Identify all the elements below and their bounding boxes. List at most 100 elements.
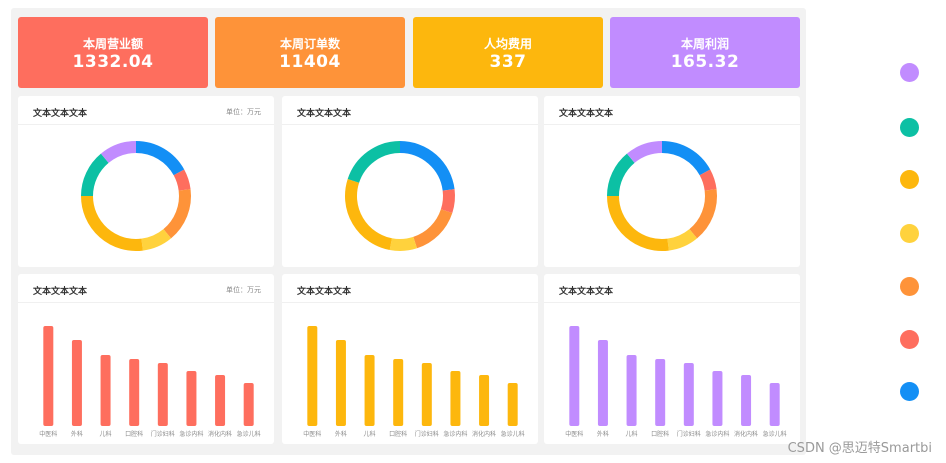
donut-slice[interactable] [607,153,635,197]
card-divider [18,124,274,125]
donut-slice[interactable] [345,179,393,251]
legend-dot [900,277,919,296]
x-tick-label: 中医科 [565,430,583,438]
bar[interactable] [712,371,723,426]
donut-slice[interactable] [412,208,453,249]
x-tick-label: 急诊内科 [443,430,467,438]
kpi-label: 人均费用 [483,37,532,51]
kpi-value: 11404 [279,52,341,72]
bar[interactable] [157,363,168,426]
bar[interactable] [569,326,580,426]
x-tick-label: 门诊妇科 [415,430,439,438]
donut-slice[interactable] [100,141,137,164]
donut-slice[interactable] [399,141,455,191]
card-divider [544,124,800,125]
card-title: 文本文本文本 [559,287,614,297]
donut-chart [345,141,455,251]
donut-slice[interactable] [81,153,109,197]
legend-dot [900,118,919,137]
x-tick-label: 外科 [597,430,609,438]
x-tick-label: 口腔科 [125,430,143,438]
donut-slice[interactable] [440,189,455,213]
card-divider [282,124,538,125]
bar[interactable] [71,340,82,426]
donut-chart [81,141,191,251]
kpi-value: 1332.04 [72,52,154,72]
bar[interactable] [335,340,346,426]
kpi-card-weekly-profit: 本周利润 165.32 [610,17,800,88]
card-unit: 单位：万元 [226,286,261,294]
watermark: CSDN @思迈特Smartbi [787,441,932,456]
bar[interactable] [364,355,375,426]
x-tick-label: 儿科 [364,430,376,438]
donut-slice[interactable] [163,189,191,239]
x-tick-label: 急诊儿科 [237,430,261,438]
card-title: 文本文本文本 [33,109,88,119]
donut-card: 文本文本文本 单位：万元 [18,96,274,267]
donut-slice[interactable] [699,169,717,191]
x-tick-label: 消化内科 [208,430,232,438]
bar-card: 文本文本文本 中医科 外科 儿科 口腔科 门诊妇科 急诊内科 消化内科 急诊儿科 [282,274,538,444]
bar[interactable] [769,383,780,426]
donut-chart [607,141,717,251]
bar[interactable] [307,326,318,426]
bar[interactable] [597,340,608,426]
card-divider [18,302,274,303]
x-tick-label: 儿科 [626,430,638,438]
donut-slice[interactable] [607,195,669,251]
kpi-label: 本周订单数 [279,37,340,51]
kpi-card-weekly-orders: 本周订单数 11404 [215,17,405,88]
donut-card: 文本文本文本 [282,96,538,267]
bar[interactable] [741,375,752,426]
donut-slice[interactable] [173,169,191,191]
legend-dot [900,330,919,349]
donut-slice[interactable] [661,141,711,176]
donut-slice[interactable] [389,236,417,251]
donut-slice[interactable] [667,228,698,251]
bar[interactable] [393,359,404,426]
legend-dot [900,63,919,82]
bar-chart: 中医科 外科 儿科 口腔科 门诊妇科 急诊内科 消化内科 急诊儿科 [39,326,261,438]
kpi-value: 165.32 [670,52,740,72]
x-tick-label: 中医科 [39,430,57,438]
bar[interactable] [100,355,111,426]
bar[interactable] [655,359,666,426]
x-tick-label: 外科 [335,430,347,438]
x-tick-label: 消化内科 [734,430,758,438]
kpi-label: 本周营业额 [82,37,143,51]
donut-slice[interactable] [141,228,172,251]
donut-slice[interactable] [135,141,185,176]
bar[interactable] [626,355,637,426]
x-tick-label: 急诊儿科 [501,430,525,438]
bar[interactable] [43,326,54,426]
legend-dot [900,382,919,401]
x-tick-label: 儿科 [100,430,112,438]
bar[interactable] [421,363,432,426]
bar[interactable] [450,371,461,426]
donut-slice[interactable] [626,141,663,164]
legend-dot [900,170,919,189]
bar[interactable] [479,375,490,426]
bar[interactable] [683,363,694,426]
bar-card: 文本文本文本 中医科 外科 儿科 口腔科 门诊妇科 急诊内科 消化内科 急诊儿科 [544,274,800,444]
bar[interactable] [507,383,518,426]
donut-slice[interactable] [689,189,717,239]
bar[interactable] [243,383,254,426]
x-tick-label: 门诊妇科 [151,430,175,438]
bar[interactable] [215,375,226,426]
donut-card: 文本文本文本 [544,96,800,267]
bar[interactable] [186,371,197,426]
x-tick-label: 外科 [71,430,83,438]
card-unit: 单位：万元 [226,108,261,116]
x-tick-label: 消化内科 [472,430,496,438]
x-tick-label: 急诊儿科 [763,430,787,438]
card-title: 文本文本文本 [33,287,88,297]
donut-slice[interactable] [81,195,143,251]
dashboard-board: 本周营业额 1332.04 本周订单数 11404 人均费用 337 本周利润 … [11,8,806,455]
card-title: 文本文本文本 [297,287,352,297]
kpi-label: 本周利润 [680,37,729,51]
donut-slice[interactable] [347,141,401,183]
legend-dot [900,224,919,243]
bar[interactable] [129,359,140,426]
card-title: 文本文本文本 [559,109,614,119]
